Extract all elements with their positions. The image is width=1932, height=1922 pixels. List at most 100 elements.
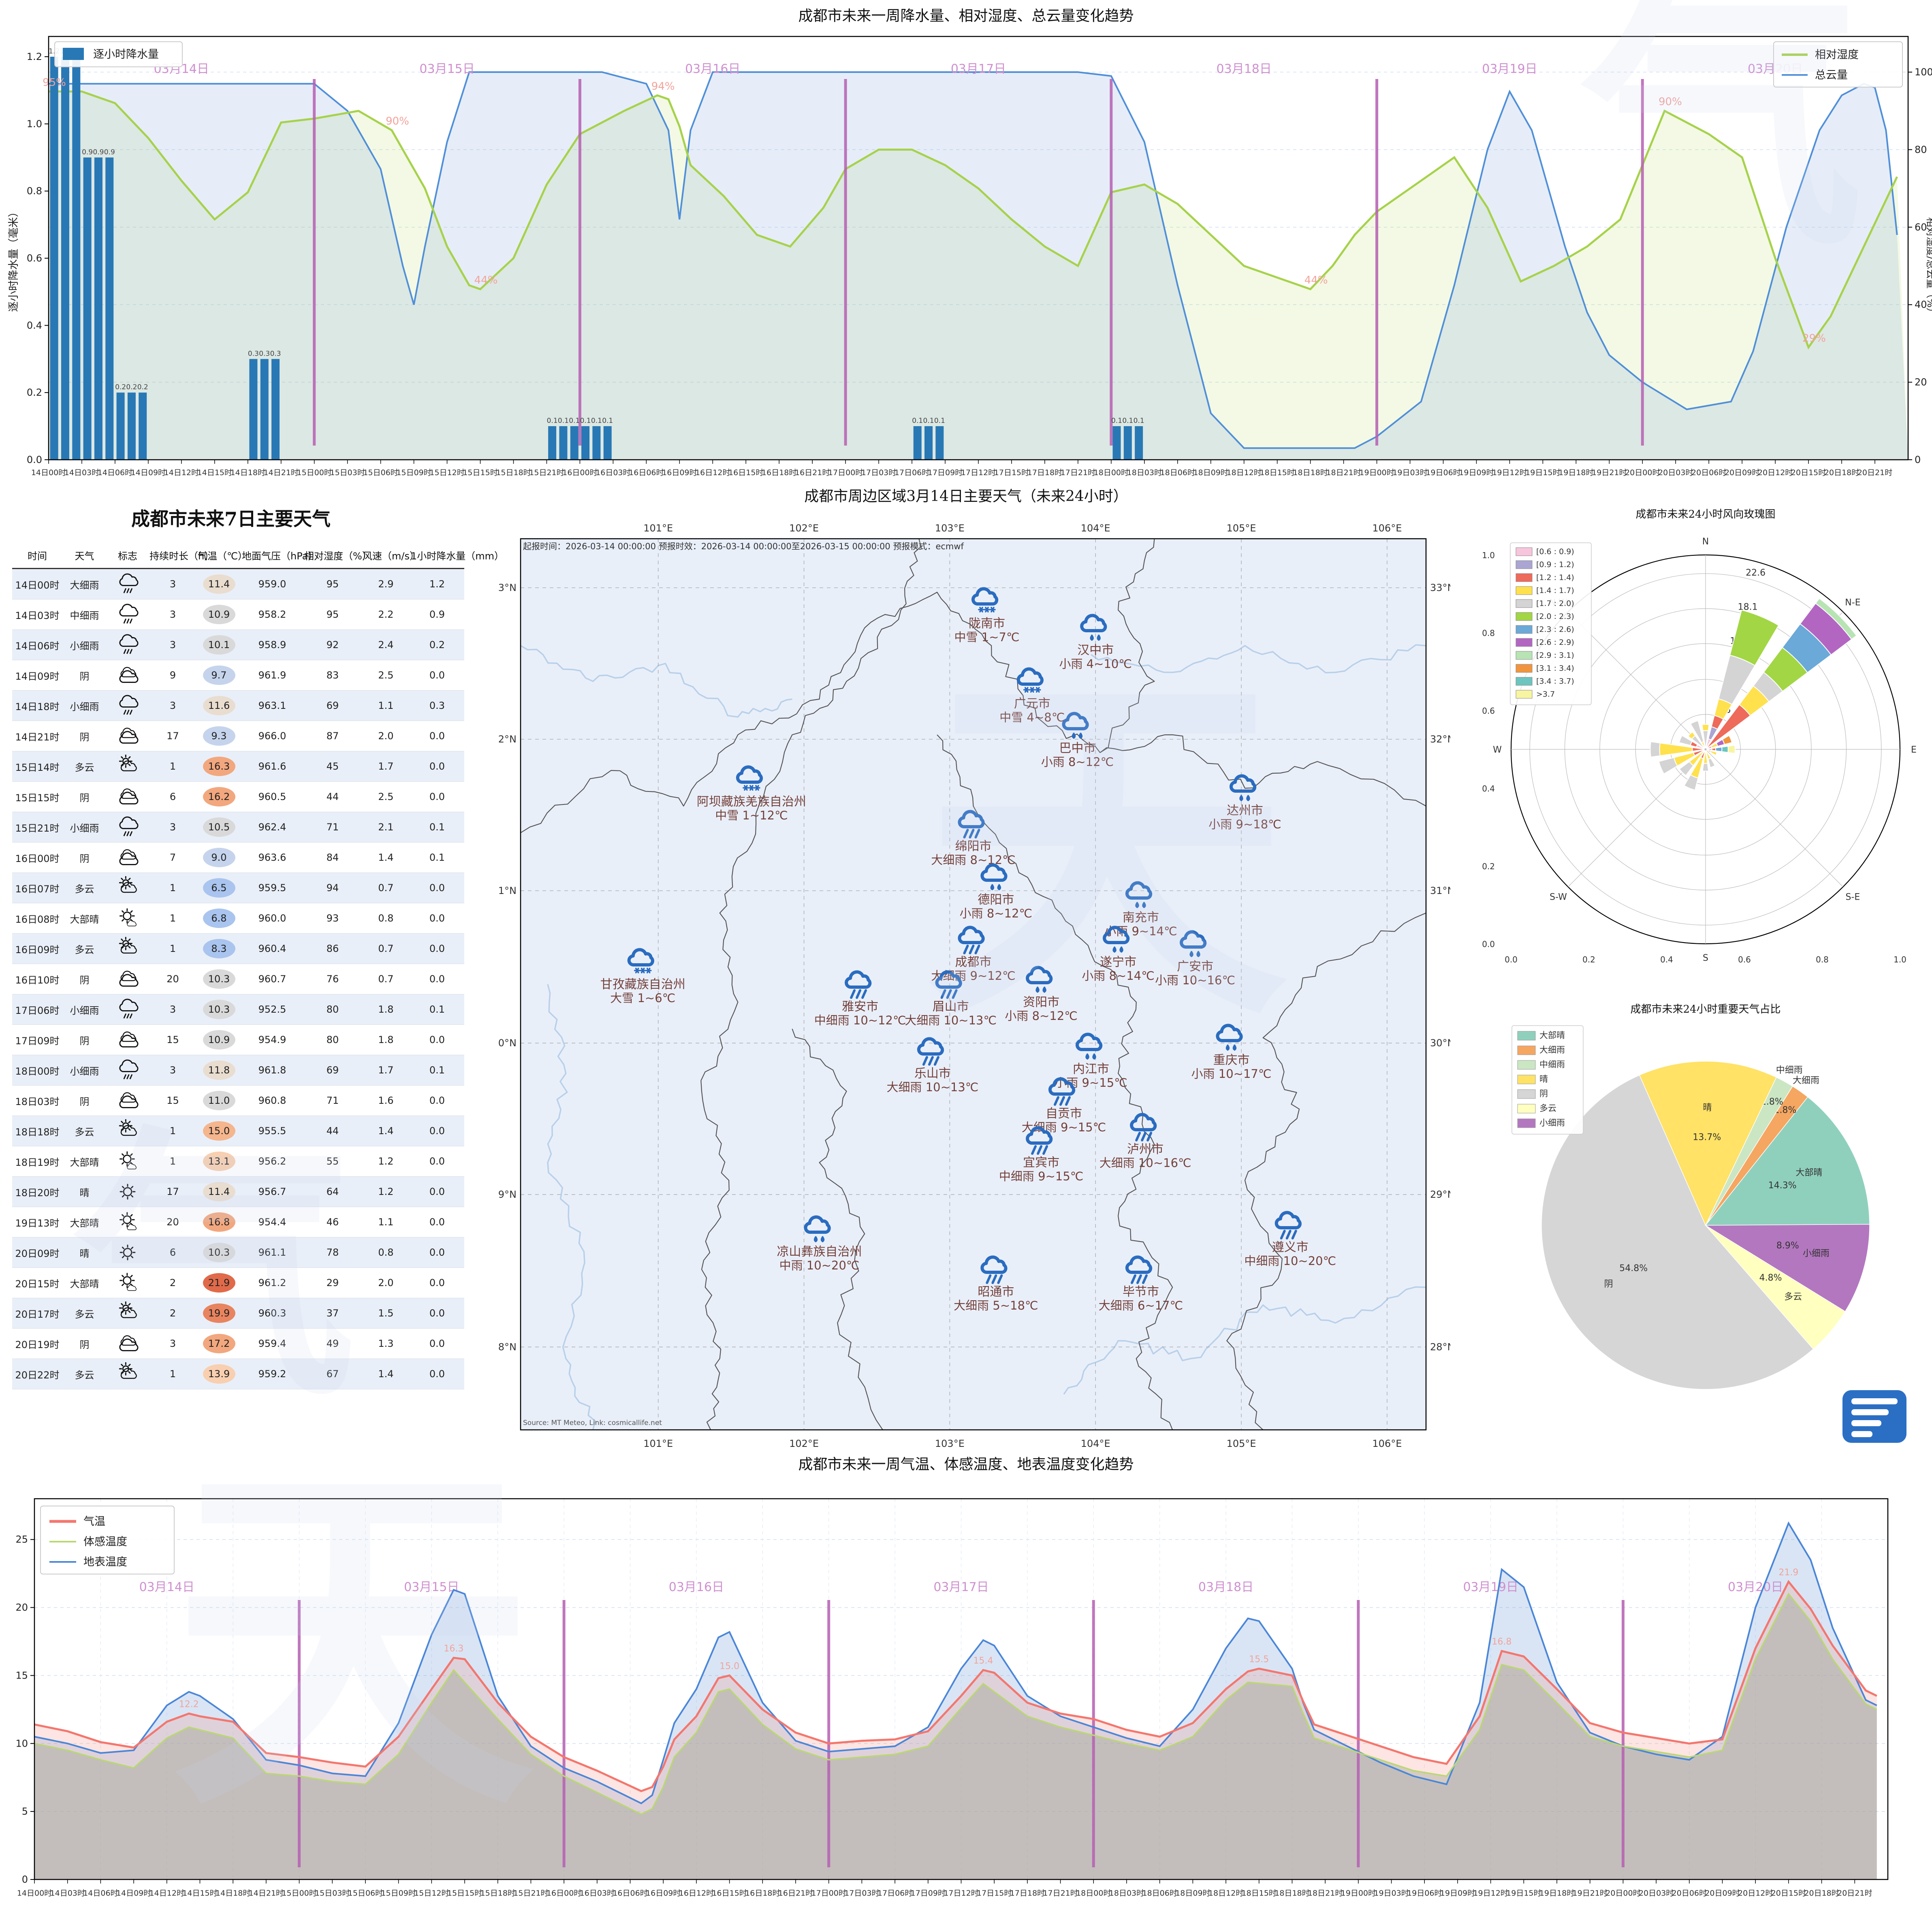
weather-icon-cell — [107, 903, 149, 934]
precip-bar-label: 0.1 — [1111, 417, 1122, 425]
x-axis-tick: 17日18时 — [1027, 468, 1062, 477]
table-cell: 6 — [149, 1237, 197, 1268]
raindrop-icon — [1097, 634, 1101, 641]
table-cell: 15 — [149, 1024, 197, 1055]
table-cell: 小细雨 — [62, 629, 107, 660]
lon-label-top: 106°E — [1372, 523, 1402, 534]
table-cell: 960.7 — [241, 964, 303, 994]
table-cell: 1.4 — [362, 1359, 410, 1389]
rose-direction-label: S — [1703, 953, 1708, 963]
x-axis-tick: 18日21时 — [1308, 1889, 1343, 1898]
pie-legend-label: 中细雨 — [1539, 1060, 1565, 1069]
temperature-cell: 19.9 — [197, 1298, 241, 1329]
top-chart-title: 成都市未来一周降水量、相对湿度、总云量变化趋势 — [798, 8, 1134, 24]
city-name: 巴中市 — [1059, 741, 1096, 755]
sun-cloud-icon — [119, 1301, 137, 1318]
cloud-icon — [1216, 1024, 1243, 1043]
precip-bar — [260, 359, 269, 460]
rose-petal-segment — [1721, 746, 1729, 753]
table-cell: 14日03时 — [12, 599, 62, 630]
table-cell: 29 — [303, 1267, 362, 1298]
table-cell: 小细雨 — [62, 994, 107, 1025]
rose-legend-label: [1.7 : 2.0) — [1536, 599, 1574, 608]
rain-icon — [119, 1059, 139, 1079]
pie-slice-label: 阴 — [1604, 1279, 1613, 1289]
weather-icon-cell — [107, 872, 149, 903]
map-boundary — [520, 645, 792, 718]
x-axis-tick: 15日18时 — [496, 468, 531, 477]
table-cell: 0.1 — [410, 812, 464, 843]
drizzle-icon — [933, 1056, 939, 1066]
wind-rose-chart: 成都市未来24小时风向玫瑰图 1.0 0.8 0.6 0.4 0.2 0.0 0.0 0.2 0.… — [1482, 508, 1917, 964]
city-name: 毕节市 — [1123, 1285, 1159, 1299]
x-axis-tick: 15日21时 — [513, 1889, 548, 1898]
x-axis-tick: 15日15时 — [447, 1889, 482, 1898]
x-axis-tick: 14日18时 — [216, 1889, 250, 1898]
table-cell: 959.5 — [241, 872, 303, 903]
precip-bar-label: 0.3 — [248, 350, 259, 358]
raindrop-icon — [1042, 986, 1046, 993]
city-name: 自贡市 — [1046, 1107, 1082, 1121]
precip-bar-label: 0.2 — [126, 383, 137, 391]
x-axis-tick: 20日21时 — [1857, 468, 1892, 477]
x-axis-tick: 15日03时 — [330, 468, 365, 477]
raindrop-icon — [1078, 732, 1083, 739]
drizzle-icon — [963, 829, 969, 838]
rose-legend-label: [0.6 : 0.9) — [1536, 547, 1574, 556]
cloud-icon — [1062, 712, 1089, 731]
day-label: 03月17日 — [933, 1580, 988, 1594]
table-cell: 9 — [149, 660, 197, 691]
table-cell: 3 — [149, 690, 197, 721]
x-axis-tick: 14日03时 — [64, 468, 99, 477]
table-cell: 956.7 — [241, 1176, 303, 1207]
city-name: 眉山市 — [933, 1000, 969, 1014]
weather-icon-cell — [107, 599, 149, 630]
weather-icon-cell — [107, 1146, 149, 1177]
table-cell: 20日19时 — [12, 1328, 62, 1359]
pie-slice — [1705, 1096, 1870, 1226]
drizzle-icon — [997, 1274, 1003, 1284]
raindrop-icon — [1189, 951, 1193, 958]
pie-slice-label: 中细雨 — [1776, 1065, 1803, 1075]
x-axis-tick: 18日03时 — [1109, 1889, 1144, 1898]
precip-bar-label: 0.1 — [1134, 417, 1144, 425]
table-cell: 1.6 — [362, 1085, 410, 1116]
table-cell: 2.5 — [362, 781, 410, 812]
rose-axis-bottom-tick: 0.0 — [1505, 955, 1518, 964]
left-axis-tick: 0.0 — [27, 454, 42, 465]
rose-legend-label: [2.9 : 3.1) — [1536, 651, 1574, 660]
table-cell: 0.3 — [410, 690, 464, 721]
day-label: 03月16日 — [685, 62, 740, 76]
table-cell: 49 — [303, 1328, 362, 1359]
drizzle-icon — [1285, 1230, 1292, 1239]
table-cell: 15日21时 — [12, 812, 62, 843]
table-cell: 多云 — [62, 751, 107, 782]
temperature-cell: 16.8 — [197, 1207, 241, 1237]
table-cell: 1.3 — [362, 1328, 410, 1359]
table-cell: 20日22时 — [12, 1359, 62, 1389]
rose-petal-segment — [1727, 744, 1736, 754]
drizzle-icon — [974, 945, 980, 954]
precip-bar — [603, 426, 612, 460]
table-cell: 20 — [149, 1207, 197, 1237]
raindrop-icon — [1112, 946, 1117, 953]
table-cell: 0.0 — [410, 1085, 464, 1116]
rose-direction-label: S-E — [1846, 892, 1860, 902]
table-cell: 晴 — [62, 1176, 107, 1207]
table-cell: 2.0 — [362, 1267, 410, 1298]
cloud-icon — [1080, 614, 1107, 633]
city-name: 绵阳市 — [955, 839, 992, 853]
weather-icon-cell — [107, 1237, 149, 1268]
mostly-sunny-icon — [119, 1212, 137, 1230]
lat-label-left: 28°N — [498, 1341, 517, 1352]
table-cell: 0.0 — [410, 933, 464, 964]
x-axis-tick: 20日15时 — [1771, 1889, 1806, 1898]
table-cell: 69 — [303, 1055, 362, 1086]
table-cell: 95 — [303, 568, 362, 599]
table-cell: 960.0 — [241, 903, 303, 934]
table-cell: 3 — [149, 599, 197, 630]
table-cell: 1 — [149, 751, 197, 782]
